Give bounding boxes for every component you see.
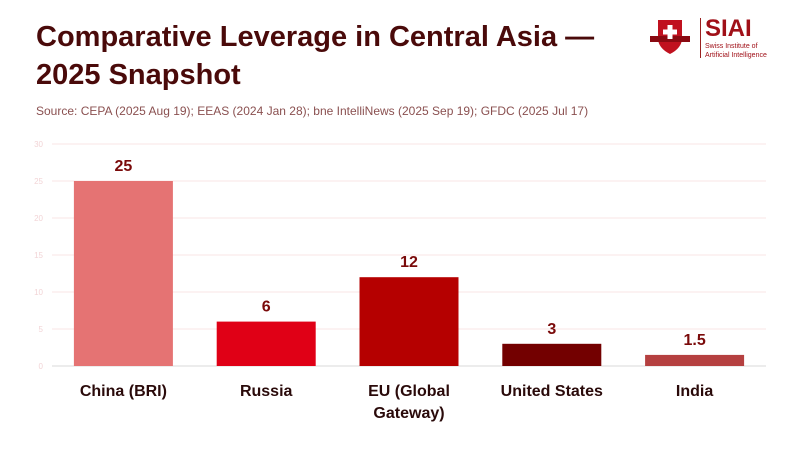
data-label: 1.5: [683, 332, 705, 349]
logo-subtitle-2: Artificial Intelligence: [705, 52, 767, 59]
logo-subtitle-1: Swiss Institute of: [705, 43, 758, 50]
x-tick-label: Gateway): [373, 405, 444, 422]
y-tick-label: 20: [34, 214, 43, 223]
x-tick-label: India: [676, 383, 713, 400]
bar: [502, 343, 602, 366]
x-tick-label: Russia: [240, 383, 293, 400]
y-tick-label: 0: [39, 362, 44, 371]
bar: [73, 181, 173, 366]
data-label: 6: [262, 299, 271, 316]
bar: [216, 321, 316, 366]
chart-title: Comparative Leverage in Central Asia — 2…: [36, 21, 595, 91]
x-tick-label: EU (Global: [368, 383, 450, 400]
data-label: 3: [547, 321, 556, 338]
shield-icon: [650, 20, 690, 54]
y-tick-label: 5: [39, 325, 44, 334]
siai-logo: SIAI Swiss Institute of Artificial Intel…: [648, 16, 788, 62]
logo-text: SIAI Swiss Institute of Artificial Intel…: [705, 16, 767, 60]
logo-wordmark: SIAI: [705, 15, 752, 42]
data-label: 25: [115, 158, 133, 175]
y-tick-label: 15: [34, 251, 43, 260]
x-tick-label: United States: [501, 383, 603, 400]
y-tick-label: 25: [34, 177, 43, 186]
source-note: Source: CEPA (2025 Aug 19); EEAS (2024 J…: [36, 104, 589, 118]
x-tick-label: China (BRI): [80, 383, 167, 400]
bar: [359, 277, 459, 366]
y-tick-label: 10: [34, 288, 43, 297]
data-label: 12: [400, 254, 418, 271]
logo-divider: [700, 18, 701, 58]
bar: [645, 354, 745, 366]
y-tick-label: 30: [34, 140, 43, 149]
